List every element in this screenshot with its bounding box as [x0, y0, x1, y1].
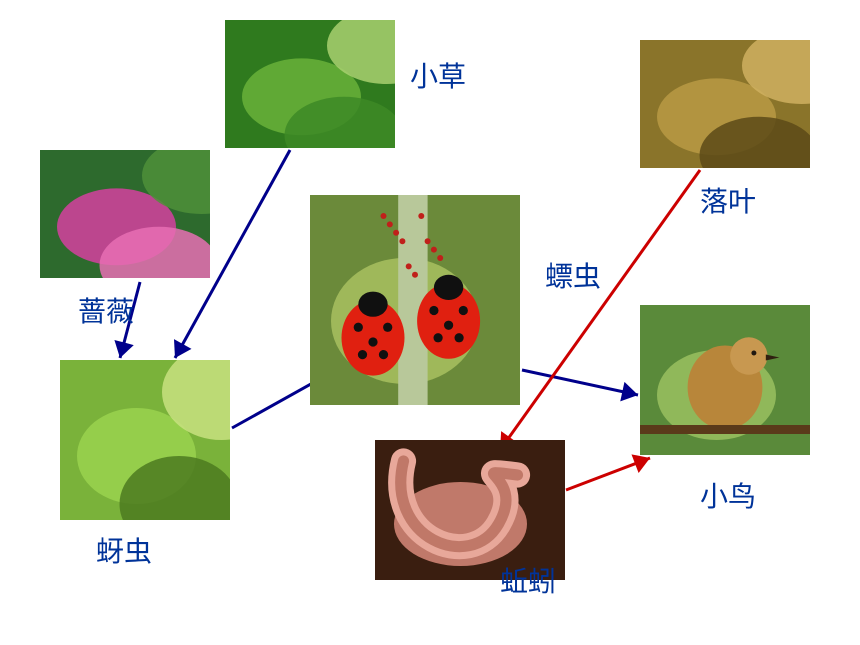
- edge-grass-aphid-arrowhead: [174, 339, 192, 358]
- edge-ladybug-bird: [522, 370, 638, 395]
- worm-photo: [375, 440, 565, 580]
- aphid-label: 蚜虫: [96, 530, 152, 570]
- edge-ladybug-bird-arrowhead: [620, 382, 638, 402]
- leaves-photo: [640, 40, 810, 168]
- edge-worm-bird-arrowhead: [631, 454, 650, 473]
- bird-photo: [640, 305, 810, 455]
- food-web-diagram: 蔷薇 小草蚜虫 螵虫 落叶蚯蚓 小鸟: [0, 0, 860, 645]
- rose-label: 蔷薇: [78, 290, 134, 330]
- ladybug-label: 螵虫: [545, 255, 601, 295]
- edge-rose-aphid-arrowhead: [114, 340, 133, 358]
- bird-label: 小鸟: [700, 475, 756, 515]
- rose-photo: [40, 150, 210, 278]
- grass-photo: [225, 20, 395, 148]
- leaves-label: 落叶: [700, 180, 756, 220]
- grass-label: 小草: [410, 55, 466, 95]
- aphid-photo: [60, 360, 230, 520]
- worm-label: 蚯蚓: [500, 560, 556, 600]
- edge-worm-bird: [566, 458, 650, 490]
- ladybug-photo: [310, 195, 520, 405]
